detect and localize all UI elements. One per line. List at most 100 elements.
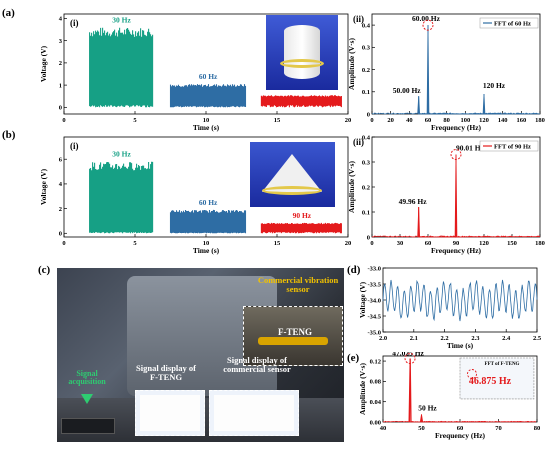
x-tick-label: 20 — [387, 117, 394, 124]
x-tick-label: 0 — [370, 117, 373, 124]
x-tick-label: 60 — [457, 425, 464, 432]
peak-highlight-circle — [422, 19, 434, 31]
signal-commercial-label: Signal display of commercial sensor — [223, 355, 291, 374]
experiment-photo: Commercial vibration sensor F-TENG Signa… — [57, 268, 344, 442]
x-tick-label: 2.1 — [410, 335, 418, 342]
plot-frame — [382, 267, 538, 333]
subpanel-label-ai: (i) — [70, 18, 79, 28]
y-axis-label: Voltage (V) — [358, 281, 367, 318]
cone-inset — [250, 142, 335, 207]
x-axis-label: Time (s) — [193, 123, 220, 132]
subpanel-label-aii: (ii) — [353, 14, 364, 24]
x-tick-label: 50 — [418, 425, 425, 432]
x-tick-label: 10 — [203, 117, 210, 124]
subpanel-label-bi: (i) — [70, 141, 79, 151]
cylinder-inset — [266, 15, 338, 90]
y-tick-label: 0.2 — [362, 184, 370, 191]
x-tick-label: 120 — [479, 117, 489, 124]
x-tick-label: 20 — [345, 117, 352, 124]
y-tick-label: 0.2 — [362, 67, 370, 74]
peak-label: 120 Hz — [483, 81, 506, 90]
chart-e: 40 50 60 70 80 0.00 0.04 0.08 0.12 Frequency (Hz)… — [358, 352, 540, 440]
inset-legend: FFT of F-TENG — [485, 362, 520, 367]
y-tick-label: 0.4 — [362, 134, 371, 141]
inset-peak-label: 46.875 Hz — [469, 376, 512, 387]
x-axis-label: Time (s) — [447, 341, 474, 350]
chart-a-ii: 0 20 40 60 80 100 120 140 160 180 0 0.1 0.2 0.3 0.4 Fre… — [347, 13, 545, 132]
y-tick-label: -35.0 — [367, 329, 381, 336]
y-tick-label: 0.1 — [362, 209, 370, 216]
peak-label: 47.025 Hz — [392, 352, 424, 358]
y-axis-label: Amplitude (V·s) — [358, 363, 367, 415]
segment-label: 60 Hz — [199, 72, 218, 81]
y-tick-label: 0.08 — [370, 379, 382, 386]
commercial-sensor-label: Commercial vibration sensor — [257, 275, 339, 294]
x-tick-label: 0 — [62, 117, 65, 124]
y-axis-label: Voltage (V) — [40, 168, 48, 205]
segment-label: 30 Hz — [112, 15, 131, 24]
x-tick-label: 20 — [345, 240, 352, 247]
y-tick-label: 1 — [59, 82, 62, 89]
y-tick-label: 0 — [367, 234, 370, 241]
plot-frame — [371, 13, 541, 115]
panel-label-a: (a) — [2, 7, 15, 19]
x-tick-label: 40 — [380, 425, 387, 432]
y-tick-label: -34.5 — [367, 313, 381, 320]
legend-label: FFT of 60 Hz — [494, 21, 531, 28]
panel-label-e: (e) — [347, 352, 360, 364]
fft-trace — [371, 154, 541, 238]
x-tick-label: 5 — [133, 240, 137, 247]
y-tick-label: 4 — [59, 181, 63, 188]
x-tick-label: 2.4 — [502, 335, 511, 342]
y-tick-label: 0 — [59, 105, 62, 112]
y-tick-label: 3 — [59, 38, 63, 45]
panel-label-d: (d) — [347, 264, 361, 276]
down-arrow-icon — [81, 394, 93, 404]
x-tick-label: 0 — [62, 240, 65, 247]
y-tick-label: 2 — [59, 206, 62, 213]
y-tick-label: 0.4 — [362, 22, 371, 29]
chart-a-i: 0 5 10 15 20 0 1 2 3 4 Time (s) Voltage (V) 30 Hz 60 … — [40, 13, 352, 132]
x-axis-label: Time (s) — [193, 246, 220, 255]
peak-highlight-circle — [450, 149, 462, 160]
peak-label: 90.01 Hz — [456, 144, 485, 153]
x-tick-label: 90 — [453, 240, 460, 247]
y-tick-label: -34.0 — [367, 297, 381, 304]
y-tick-label: -33.0 — [367, 265, 381, 272]
x-tick-label: 160 — [516, 117, 526, 124]
segment-label: 30 Hz — [112, 150, 131, 159]
voltage-trace — [382, 279, 538, 322]
x-tick-label: 60 — [425, 117, 432, 124]
x-tick-label: 100 — [460, 117, 470, 124]
y-tick-label: 0.1 — [362, 89, 370, 96]
y-axis-label: Amplitude (V·s) — [347, 161, 356, 213]
x-axis-label: Frequency (Hz) — [435, 431, 486, 440]
x-tick-label: 2.5 — [533, 335, 542, 342]
acquisition-device — [61, 418, 115, 434]
signal-segment-30Hz — [89, 27, 154, 108]
y-tick-label: 0.04 — [370, 399, 382, 406]
y-axis-label: Voltage (V) — [40, 45, 48, 82]
y-axis-label: Amplitude (V·s) — [347, 38, 356, 90]
peak-label: 50 Hz — [418, 403, 437, 412]
y-tick-label: 6 — [59, 157, 63, 164]
y-tick-label: 0.00 — [370, 419, 381, 426]
y-tick-label: 0 — [367, 111, 370, 118]
x-tick-label: 2.0 — [379, 335, 387, 342]
x-tick-label: 0 — [370, 240, 373, 247]
x-tick-label: 80 — [443, 117, 450, 124]
x-tick-label: 30 — [397, 240, 404, 247]
x-tick-label: 150 — [507, 240, 517, 247]
x-tick-label: 15 — [274, 117, 281, 124]
signal-segment-60Hz — [169, 84, 247, 108]
x-tick-label: 2.2 — [441, 335, 449, 342]
x-tick-label: 15 — [274, 240, 281, 247]
x-tick-label: 140 — [498, 117, 508, 124]
y-tick-label: 0.3 — [362, 159, 371, 166]
panel-label-b: (b) — [2, 129, 16, 141]
subpanel-label-bii: (ii) — [353, 137, 364, 147]
chart-b-i: 0 5 10 15 20 0 2 4 6 Time (s) Voltage (V) 30 Hz 60 H… — [40, 136, 352, 255]
signal-acquisition-label: Signal acquisition — [68, 369, 106, 387]
y-tick-label: 4 — [59, 16, 63, 23]
y-tick-label: 0.3 — [362, 45, 371, 52]
